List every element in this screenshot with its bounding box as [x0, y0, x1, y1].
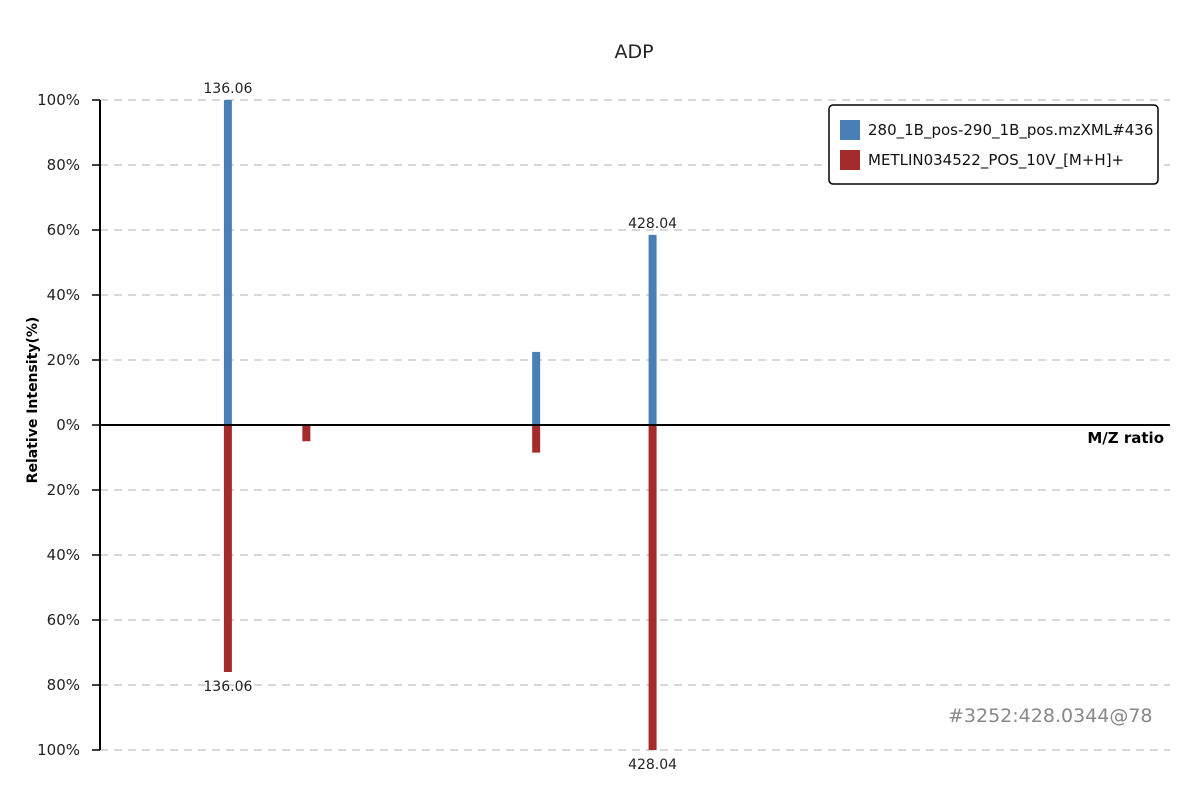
- experimental-peak-bar: [648, 234, 657, 425]
- legend-swatch-experimental: [840, 120, 860, 140]
- y-tick-label: 0%: [56, 416, 80, 434]
- experimental-peak-bar: [532, 351, 541, 425]
- y-tick-label: 20%: [47, 351, 80, 369]
- reference-peak-label: 428.04: [628, 757, 677, 773]
- reference-peak-bar: [648, 425, 657, 750]
- legend-label-reference: METLIN034522_POS_10V_[M+H]+: [868, 151, 1124, 170]
- y-tick-label: 60%: [47, 611, 80, 629]
- reference-peak-label: 136.06: [203, 679, 252, 695]
- grid-lines: [100, 99, 1170, 751]
- reference-peak-bar: [302, 425, 311, 442]
- legend-label-experimental: 280_1B_pos-290_1B_pos.mzXML#436: [868, 121, 1153, 140]
- y-axis-label: Relative Intensity(%): [25, 317, 41, 484]
- y-tick-label: 40%: [47, 546, 80, 564]
- y-axis-ticks: 100% 80% 60% 40% 20% 0% 20% 40% 60% 80% 100%: [37, 91, 100, 759]
- y-tick-label: 20%: [47, 481, 80, 499]
- legend-box: [828, 104, 1159, 185]
- y-tick-label: 60%: [47, 221, 80, 239]
- reference-peak-bar: [223, 425, 232, 672]
- legend-swatch-reference: [840, 150, 860, 170]
- spectrum-annotation: #3252:428.0344@78: [948, 705, 1153, 727]
- spectrum-peaks: 136.06 428.04 136.06 428.04: [203, 81, 677, 773]
- y-tick-label: 100%: [37, 91, 80, 109]
- reference-peak-bar: [532, 425, 541, 453]
- experimental-peak-label: 136.06: [203, 81, 252, 97]
- x-axis-label: M/Z ratio: [1087, 429, 1164, 447]
- y-tick-label: 80%: [47, 676, 80, 694]
- experimental-peak-label: 428.04: [628, 216, 677, 232]
- y-tick-label: 40%: [47, 286, 80, 304]
- experimental-peak-bar: [223, 100, 232, 425]
- legend: 280_1B_pos-290_1B_pos.mzXML#436 METLIN03…: [828, 104, 1159, 185]
- y-tick-label: 80%: [47, 156, 80, 174]
- chart-title: ADP: [614, 41, 653, 63]
- y-tick-label: 100%: [37, 741, 80, 759]
